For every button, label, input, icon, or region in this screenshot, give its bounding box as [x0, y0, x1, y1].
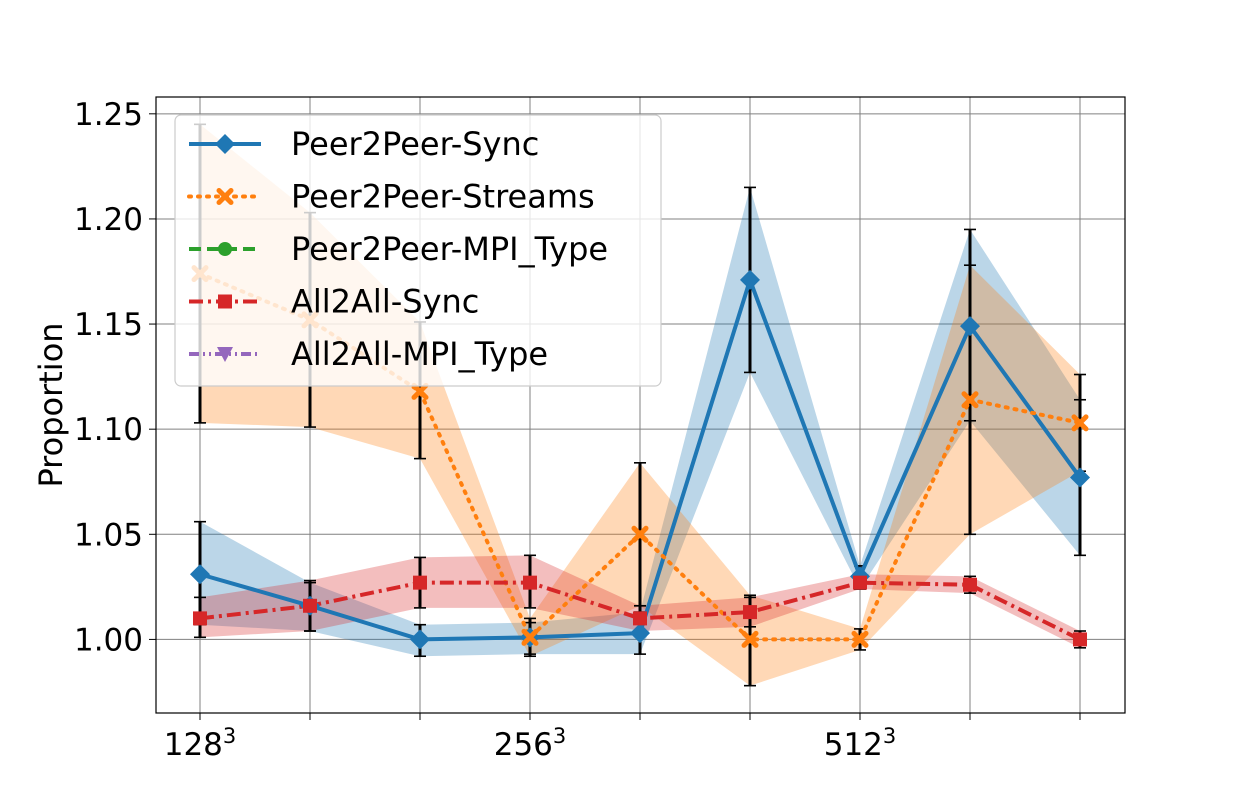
marker-stroke — [851, 630, 869, 648]
legend-marker — [218, 242, 232, 256]
marker-stroke — [1071, 414, 1089, 432]
data-point — [1071, 414, 1089, 432]
legend-entry: All2All-Sync — [189, 283, 479, 321]
legend: Peer2Peer-Sync Peer2Peer-Streams Peer2Peer… — [174, 114, 662, 387]
data-point — [743, 605, 757, 620]
data-point — [963, 577, 977, 592]
data-point — [961, 391, 979, 409]
marker-stroke — [961, 391, 979, 409]
y-tick-label: 1.10 — [74, 412, 143, 448]
x-tick-base: 128 — [164, 727, 223, 763]
x-tick-exponent: 3 — [223, 724, 236, 748]
series-markers — [190, 265, 1090, 650]
data-point — [740, 269, 760, 290]
data-point — [410, 629, 430, 650]
data-point — [193, 611, 207, 626]
legend-label: Peer2Peer-MPI_Type — [291, 230, 608, 268]
x-tick-label: 5123 — [824, 724, 897, 763]
y-tick-label: 1.15 — [74, 307, 143, 343]
legend-entry: Peer2Peer-Streams — [187, 178, 595, 216]
legend-label: Peer2Peer-Streams — [291, 178, 595, 216]
data-point — [630, 623, 650, 644]
marker-stroke — [521, 628, 539, 646]
x-tick-base: 256 — [494, 727, 553, 763]
x-tick-base: 512 — [824, 727, 883, 763]
legend-marker — [215, 134, 235, 154]
y-tick-label: 1.20 — [74, 202, 143, 238]
marker-stroke — [216, 188, 234, 205]
y-tick-label: 1.00 — [74, 622, 143, 658]
marker-stroke — [741, 630, 759, 648]
data-point — [523, 575, 537, 590]
legend-label: Peer2Peer-Sync — [291, 125, 539, 163]
legend-marker — [217, 347, 233, 362]
x-tick-exponent: 3 — [883, 724, 896, 748]
data-point — [741, 630, 759, 648]
legend-label: All2All-MPI_Type — [291, 335, 548, 373]
x-tick-label: 1283 — [164, 724, 237, 763]
data-point — [851, 630, 869, 648]
x-axis-ticks: 1283 2563 5123 — [164, 713, 1081, 763]
data-point — [303, 598, 317, 613]
data-point — [853, 575, 867, 590]
legend-box — [174, 114, 662, 387]
legend-entry: All2All-MPI_Type — [189, 335, 548, 373]
y-axis-label: Proportion — [32, 322, 70, 487]
legend-marker — [216, 188, 234, 205]
legend-entry: Peer2Peer-Sync — [189, 125, 539, 163]
legend-entry: Peer2Peer-MPI_Type — [189, 230, 608, 268]
data-point — [521, 628, 539, 646]
marker-stroke — [631, 525, 649, 543]
y-axis-ticks: 1.00 1.05 1.10 1.15 1.20 1.25 — [74, 97, 156, 658]
data-point — [960, 316, 980, 337]
y-tick-label: 1.25 — [74, 97, 143, 133]
series-line — [199, 580, 1081, 642]
legend-label: All2All-Sync — [291, 283, 479, 321]
data-point — [413, 575, 427, 590]
y-tick-label: 1.05 — [74, 517, 143, 553]
data-point — [411, 382, 429, 400]
x-tick-exponent: 3 — [553, 724, 566, 748]
marker-stroke — [411, 382, 429, 400]
legend-marker — [218, 294, 232, 309]
data-point — [190, 564, 210, 585]
data-point — [633, 611, 647, 626]
data-point — [631, 525, 649, 543]
x-tick-label: 2563 — [494, 724, 567, 763]
data-point — [1070, 467, 1090, 488]
data-point — [1073, 632, 1087, 647]
